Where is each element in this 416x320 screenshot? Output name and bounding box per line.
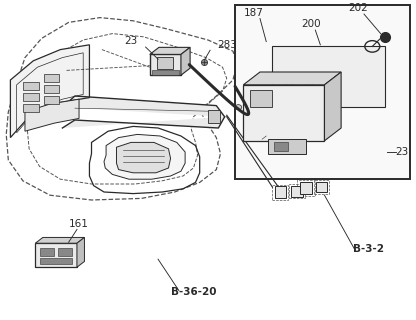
Ellipse shape [285, 84, 294, 91]
Bar [23, 93, 39, 101]
Polygon shape [181, 47, 190, 75]
Circle shape [235, 105, 242, 110]
Bar [40, 258, 72, 264]
Bar [274, 142, 288, 151]
Bar [235, 5, 410, 179]
Bar [272, 46, 385, 107]
Polygon shape [243, 72, 341, 85]
Text: 161: 161 [69, 219, 89, 229]
Bar [291, 186, 303, 197]
Text: 200: 200 [301, 20, 321, 29]
Bar [40, 248, 54, 256]
Ellipse shape [305, 84, 314, 91]
Bar [23, 104, 39, 112]
Bar [35, 243, 77, 267]
Polygon shape [324, 72, 341, 141]
Bar [250, 90, 272, 107]
Bar [157, 57, 173, 69]
Bar [208, 110, 220, 123]
Bar [44, 85, 59, 93]
Bar [272, 107, 317, 116]
Bar [58, 248, 72, 256]
Ellipse shape [285, 95, 294, 102]
Bar [268, 139, 306, 154]
Ellipse shape [326, 95, 335, 102]
Text: 283: 283 [217, 40, 237, 50]
Polygon shape [104, 134, 185, 179]
Text: B-3-2: B-3-2 [353, 244, 384, 254]
Polygon shape [35, 237, 84, 243]
Text: 187: 187 [243, 8, 263, 18]
Bar [152, 70, 179, 75]
Text: 23: 23 [124, 36, 138, 46]
Ellipse shape [326, 84, 335, 91]
Polygon shape [10, 45, 89, 138]
Bar [275, 186, 286, 198]
Bar [243, 85, 324, 141]
Polygon shape [77, 237, 84, 267]
Ellipse shape [305, 95, 314, 102]
Bar [300, 182, 312, 194]
Text: B-36-20: B-36-20 [171, 287, 216, 297]
Polygon shape [25, 99, 79, 131]
Bar [44, 74, 59, 82]
Polygon shape [150, 47, 190, 54]
Bar [272, 185, 288, 200]
Bar [297, 180, 315, 196]
Bar [44, 96, 59, 104]
Text: NSS: NSS [253, 129, 273, 139]
Bar [289, 184, 305, 198]
Polygon shape [62, 96, 225, 128]
Bar [23, 82, 39, 90]
Bar [314, 180, 329, 194]
Text: 23: 23 [395, 147, 409, 157]
Bar [150, 54, 181, 75]
Text: 202: 202 [349, 4, 369, 13]
Polygon shape [116, 142, 171, 173]
Bar [316, 182, 327, 192]
